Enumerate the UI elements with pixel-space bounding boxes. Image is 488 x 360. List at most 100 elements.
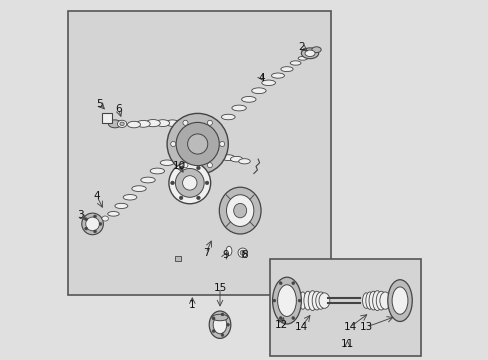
Ellipse shape (167, 113, 228, 175)
Ellipse shape (368, 291, 377, 310)
Ellipse shape (231, 105, 246, 111)
Ellipse shape (240, 250, 244, 255)
Ellipse shape (207, 120, 212, 125)
Ellipse shape (311, 291, 321, 310)
Ellipse shape (305, 50, 314, 57)
Ellipse shape (219, 187, 261, 234)
Ellipse shape (182, 176, 197, 190)
Ellipse shape (311, 47, 321, 53)
Bar (269, 259, 420, 356)
Ellipse shape (205, 181, 208, 185)
Ellipse shape (271, 73, 284, 78)
Ellipse shape (221, 334, 224, 337)
Ellipse shape (391, 287, 407, 314)
Ellipse shape (170, 181, 174, 185)
Ellipse shape (365, 292, 373, 309)
Text: 6: 6 (115, 104, 122, 114)
Ellipse shape (84, 227, 87, 230)
Text: 15: 15 (213, 283, 226, 293)
Ellipse shape (212, 314, 227, 321)
Ellipse shape (179, 196, 183, 200)
Ellipse shape (176, 122, 219, 166)
Ellipse shape (136, 121, 150, 127)
Ellipse shape (212, 330, 215, 333)
Ellipse shape (225, 246, 231, 256)
Ellipse shape (141, 177, 155, 183)
Text: 8: 8 (241, 250, 247, 260)
Ellipse shape (375, 291, 386, 310)
Ellipse shape (99, 222, 102, 225)
Ellipse shape (279, 316, 282, 319)
Ellipse shape (108, 120, 121, 128)
Ellipse shape (120, 122, 124, 126)
Text: 10: 10 (172, 161, 185, 171)
Ellipse shape (183, 163, 187, 168)
Ellipse shape (226, 195, 253, 226)
Text: 13: 13 (360, 322, 373, 332)
Ellipse shape (209, 311, 230, 338)
Text: 11: 11 (340, 339, 353, 349)
Ellipse shape (166, 120, 179, 126)
Ellipse shape (115, 203, 127, 208)
Ellipse shape (318, 293, 329, 308)
Ellipse shape (289, 61, 301, 65)
Ellipse shape (213, 316, 226, 334)
Ellipse shape (280, 67, 292, 72)
Ellipse shape (160, 160, 174, 166)
Ellipse shape (179, 166, 183, 170)
Ellipse shape (272, 299, 275, 302)
Ellipse shape (221, 313, 224, 316)
Ellipse shape (222, 155, 234, 161)
Ellipse shape (219, 141, 224, 147)
Text: 7: 7 (202, 248, 209, 258)
Ellipse shape (387, 280, 411, 321)
Ellipse shape (156, 120, 169, 127)
Ellipse shape (379, 292, 390, 309)
Ellipse shape (301, 48, 318, 59)
Ellipse shape (241, 96, 256, 102)
Ellipse shape (207, 163, 212, 168)
Ellipse shape (175, 168, 204, 197)
Ellipse shape (226, 323, 229, 326)
Ellipse shape (298, 57, 307, 60)
Ellipse shape (291, 282, 294, 285)
Ellipse shape (272, 277, 301, 324)
Ellipse shape (93, 215, 96, 218)
Ellipse shape (238, 159, 250, 164)
Text: 12: 12 (274, 320, 287, 330)
Ellipse shape (81, 213, 103, 235)
Bar (68, 11, 330, 295)
Ellipse shape (107, 212, 119, 216)
Ellipse shape (168, 162, 210, 204)
Text: 5: 5 (96, 99, 102, 109)
Ellipse shape (127, 121, 140, 128)
Ellipse shape (85, 217, 99, 231)
Ellipse shape (150, 168, 164, 174)
Ellipse shape (187, 134, 207, 154)
Bar (102, 113, 112, 123)
Ellipse shape (230, 156, 242, 162)
Bar (174, 256, 181, 261)
Ellipse shape (372, 291, 381, 310)
Ellipse shape (261, 80, 275, 86)
Text: 14: 14 (343, 322, 356, 332)
Ellipse shape (117, 120, 126, 127)
Ellipse shape (170, 141, 175, 147)
Ellipse shape (279, 282, 282, 285)
Ellipse shape (145, 120, 160, 127)
Ellipse shape (212, 317, 215, 320)
Ellipse shape (277, 285, 296, 316)
Ellipse shape (93, 230, 96, 233)
Ellipse shape (291, 316, 294, 319)
Ellipse shape (233, 203, 246, 218)
Ellipse shape (221, 114, 235, 120)
Ellipse shape (307, 291, 316, 310)
Text: 4: 4 (93, 191, 100, 201)
Ellipse shape (132, 186, 146, 192)
Ellipse shape (298, 299, 301, 302)
Text: 4: 4 (258, 73, 264, 83)
Ellipse shape (238, 248, 247, 257)
Ellipse shape (303, 291, 311, 310)
Text: 1: 1 (188, 300, 195, 310)
Ellipse shape (123, 194, 137, 200)
